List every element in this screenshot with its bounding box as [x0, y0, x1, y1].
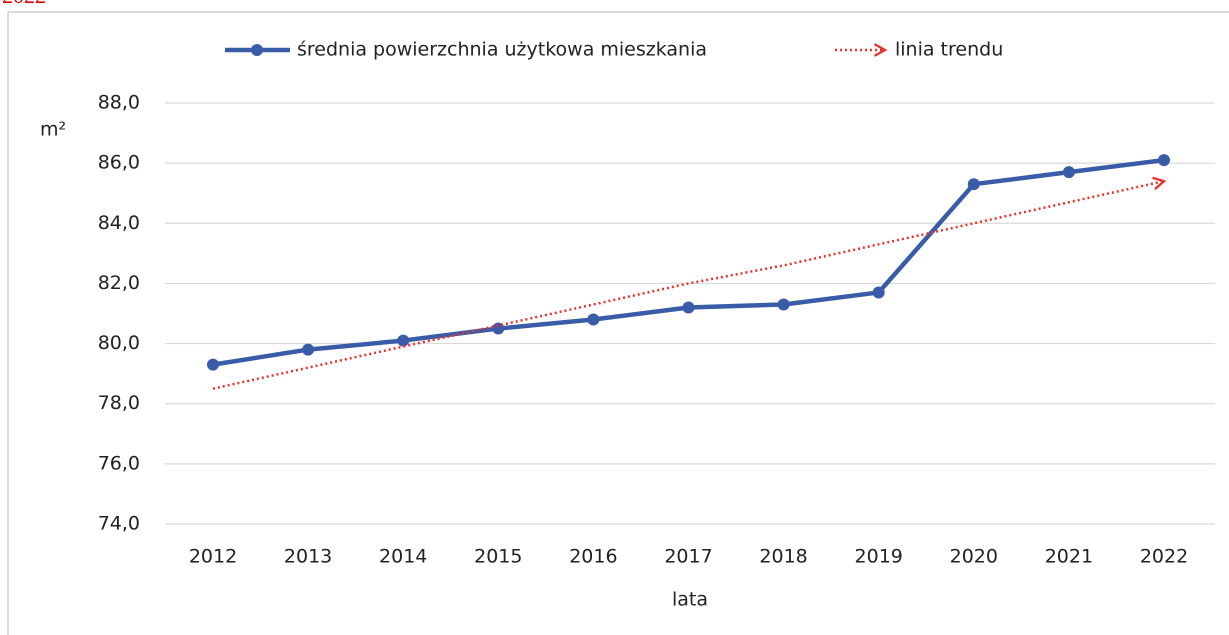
y-tick-label: 88,0 — [98, 92, 140, 114]
data-point — [967, 178, 980, 191]
y-tick-label: 82,0 — [98, 272, 140, 294]
data-point — [1158, 154, 1170, 167]
data-point — [207, 358, 219, 371]
x-tick-label: 2017 — [664, 546, 712, 568]
x-tick-label: 2021 — [1045, 546, 1093, 568]
legend-marker — [251, 44, 263, 56]
data-point — [1062, 166, 1075, 179]
y-tick-label: 78,0 — [98, 392, 140, 414]
data-point — [777, 298, 790, 311]
series-line — [212, 181, 1164, 390]
data-point — [587, 313, 600, 326]
x-tick-label: 2014 — [379, 546, 427, 568]
caption-fragment: 2022 — [2, 0, 46, 8]
x-tick-label: 2013 — [284, 546, 332, 568]
x-tick-label: 2019 — [855, 546, 903, 568]
y-unit: m² — [40, 119, 66, 141]
y-tick-label: 84,0 — [98, 212, 140, 234]
y-tick-label: 74,0 — [98, 513, 140, 535]
x-tick-label: 2012 — [189, 546, 237, 568]
data-point — [397, 334, 410, 347]
legend-label: linia trendu — [895, 39, 1003, 61]
series-line — [212, 157, 1165, 367]
y-tick-label: 86,0 — [98, 152, 140, 174]
chart-frame — [7, 11, 1229, 635]
data-point — [302, 343, 315, 356]
x-tick-label: 2018 — [759, 546, 807, 568]
data-point — [682, 301, 695, 314]
x-tick-label: 2016 — [569, 546, 617, 568]
legend-label: średnia powierzchnia użytkowa mieszkania — [297, 39, 707, 61]
x-tick-label: 2015 — [474, 546, 522, 568]
y-tick-label: 80,0 — [98, 332, 140, 354]
x-tick-label: 2022 — [1140, 546, 1188, 568]
x-tick-label: 2020 — [950, 546, 998, 568]
data-point — [872, 286, 885, 299]
y-tick-label: 76,0 — [98, 452, 140, 474]
x-axis-label: lata — [672, 589, 708, 611]
